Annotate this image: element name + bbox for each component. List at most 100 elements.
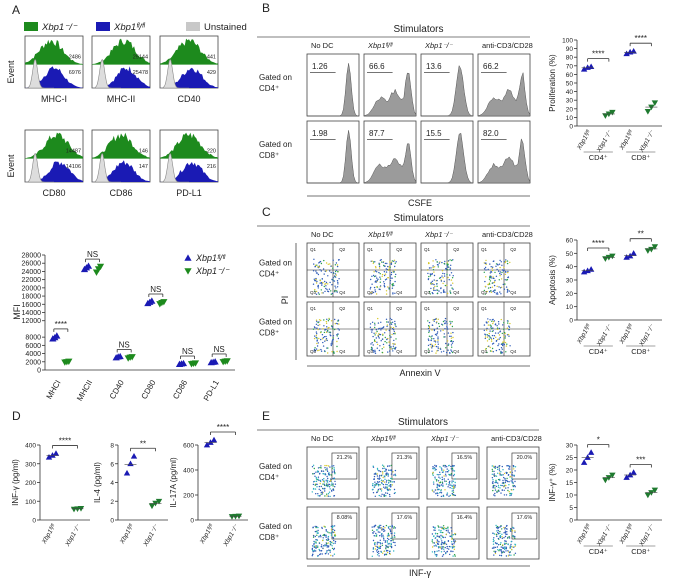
- ifng-event: [495, 534, 498, 536]
- apoptosis-event: [489, 319, 491, 321]
- ifng-event: [379, 547, 381, 549]
- ifng-event: [492, 482, 494, 485]
- apoptosis-event: [329, 332, 331, 334]
- ifng-event: [440, 526, 442, 528]
- ifng-event: [440, 538, 442, 540]
- ifng-event: [514, 537, 516, 540]
- apoptosis-event: [506, 343, 508, 345]
- apoptosis-event: [450, 349, 452, 351]
- ifng-event: [451, 484, 453, 486]
- apoptosis-event: [495, 275, 498, 277]
- ifng-event: [442, 485, 444, 488]
- apoptosis-event: [451, 342, 454, 344]
- apoptosis-event: [383, 264, 385, 267]
- ifng-event: [451, 482, 453, 484]
- ifng-event: [501, 537, 503, 540]
- quadrant-label: Q3: [310, 349, 317, 354]
- ifng-event: [497, 468, 499, 471]
- ifng-event: [495, 524, 497, 527]
- quadrant-label: Q1: [481, 247, 488, 252]
- apoptosis-event: [374, 270, 377, 272]
- apoptosis-event: [493, 284, 496, 287]
- apoptosis-event: [440, 292, 442, 294]
- ifng-event: [376, 534, 378, 536]
- dot-y-ticklabel: 400: [25, 443, 36, 450]
- ifng-event: [444, 542, 446, 545]
- quadrant-label: Q4: [510, 290, 517, 295]
- apoptosis-event: [379, 278, 382, 280]
- dot-x-ticklabel: Xbp1ᶠˡ/ᶠˡ: [575, 522, 593, 546]
- apoptosis-event: [446, 292, 449, 295]
- apoptosis-event: [317, 292, 320, 294]
- apoptosis-event: [488, 278, 491, 280]
- ifng-event: [322, 480, 325, 483]
- ifng-event: [386, 492, 389, 494]
- ifng-event: [508, 537, 511, 539]
- apoptosis-event: [320, 289, 322, 291]
- cfse-xlabel: CSFE: [408, 198, 432, 208]
- quadrant-label: Q4: [453, 349, 460, 354]
- ifng-event: [510, 529, 512, 531]
- ifng-event: [374, 545, 377, 547]
- mfi-y-ticklabel: 8000: [25, 335, 41, 342]
- ifng-event: [329, 543, 331, 545]
- ifng-event: [313, 545, 315, 547]
- ifng-event: [496, 530, 498, 532]
- ifng-event: [391, 478, 393, 480]
- ifng-event: [316, 470, 319, 472]
- dot-point: [648, 104, 655, 111]
- apoptosis-event: [374, 326, 376, 329]
- ifng-event: [448, 469, 450, 472]
- ifng-event: [494, 551, 496, 553]
- ifng-event: [492, 532, 494, 534]
- dot-point: [644, 492, 652, 499]
- apoptosis-event: [487, 321, 490, 323]
- dot-x-ticklabel: Xbp1⁻/⁻: [222, 523, 241, 549]
- apoptosis-event: [393, 270, 395, 273]
- apoptosis-event: [446, 323, 448, 325]
- apoptosis-event: [433, 271, 435, 273]
- apoptosis-event: [491, 347, 494, 350]
- apoptosis-event: [376, 343, 379, 346]
- apoptosis-event: [374, 334, 376, 336]
- apoptosis-event: [394, 324, 396, 326]
- ifng-event: [449, 494, 451, 497]
- ifng-event: [385, 544, 387, 547]
- ifng-event: [500, 542, 502, 544]
- apoptosis-event: [336, 350, 338, 353]
- cfse-percent: 66.6: [369, 62, 385, 71]
- dot-group-label: CD8⁺: [631, 347, 650, 356]
- ifng-event: [325, 544, 327, 546]
- ifng-event: [501, 489, 503, 491]
- mfi-sig-label: NS: [150, 285, 161, 294]
- apoptosis-event: [334, 273, 337, 275]
- apoptosis-event: [327, 283, 329, 285]
- apoptosis-event: [490, 270, 492, 273]
- apoptosis-event: [314, 347, 316, 349]
- apoptosis-event: [436, 332, 438, 335]
- apoptosis-event: [331, 342, 333, 344]
- ifng-event: [508, 491, 510, 493]
- mfi-sig-label: NS: [119, 340, 130, 349]
- apoptosis-event: [337, 333, 339, 335]
- ifng-event: [441, 546, 443, 548]
- ifng-event: [313, 546, 315, 548]
- apoptosis-event: [500, 347, 503, 349]
- ifng-event: [432, 473, 434, 475]
- dot-y-ticklabel: 30: [566, 443, 574, 450]
- ifng-event: [319, 553, 321, 556]
- ifng-event: [378, 524, 381, 527]
- ifng-event: [378, 541, 380, 544]
- mfi-ylabel: MFI: [12, 304, 22, 320]
- apoptosis-event: [486, 351, 488, 354]
- apoptosis-event: [389, 317, 391, 320]
- apoptosis-event: [336, 265, 339, 268]
- apoptosis-event: [443, 280, 445, 283]
- dot-point: [648, 246, 655, 253]
- apoptosis-event: [323, 325, 325, 327]
- apoptosis-event: [323, 259, 325, 262]
- apoptosis-event: [449, 323, 451, 326]
- apoptosis-event: [498, 334, 501, 336]
- ifng-event: [447, 540, 450, 542]
- apoptosis-event: [437, 346, 439, 348]
